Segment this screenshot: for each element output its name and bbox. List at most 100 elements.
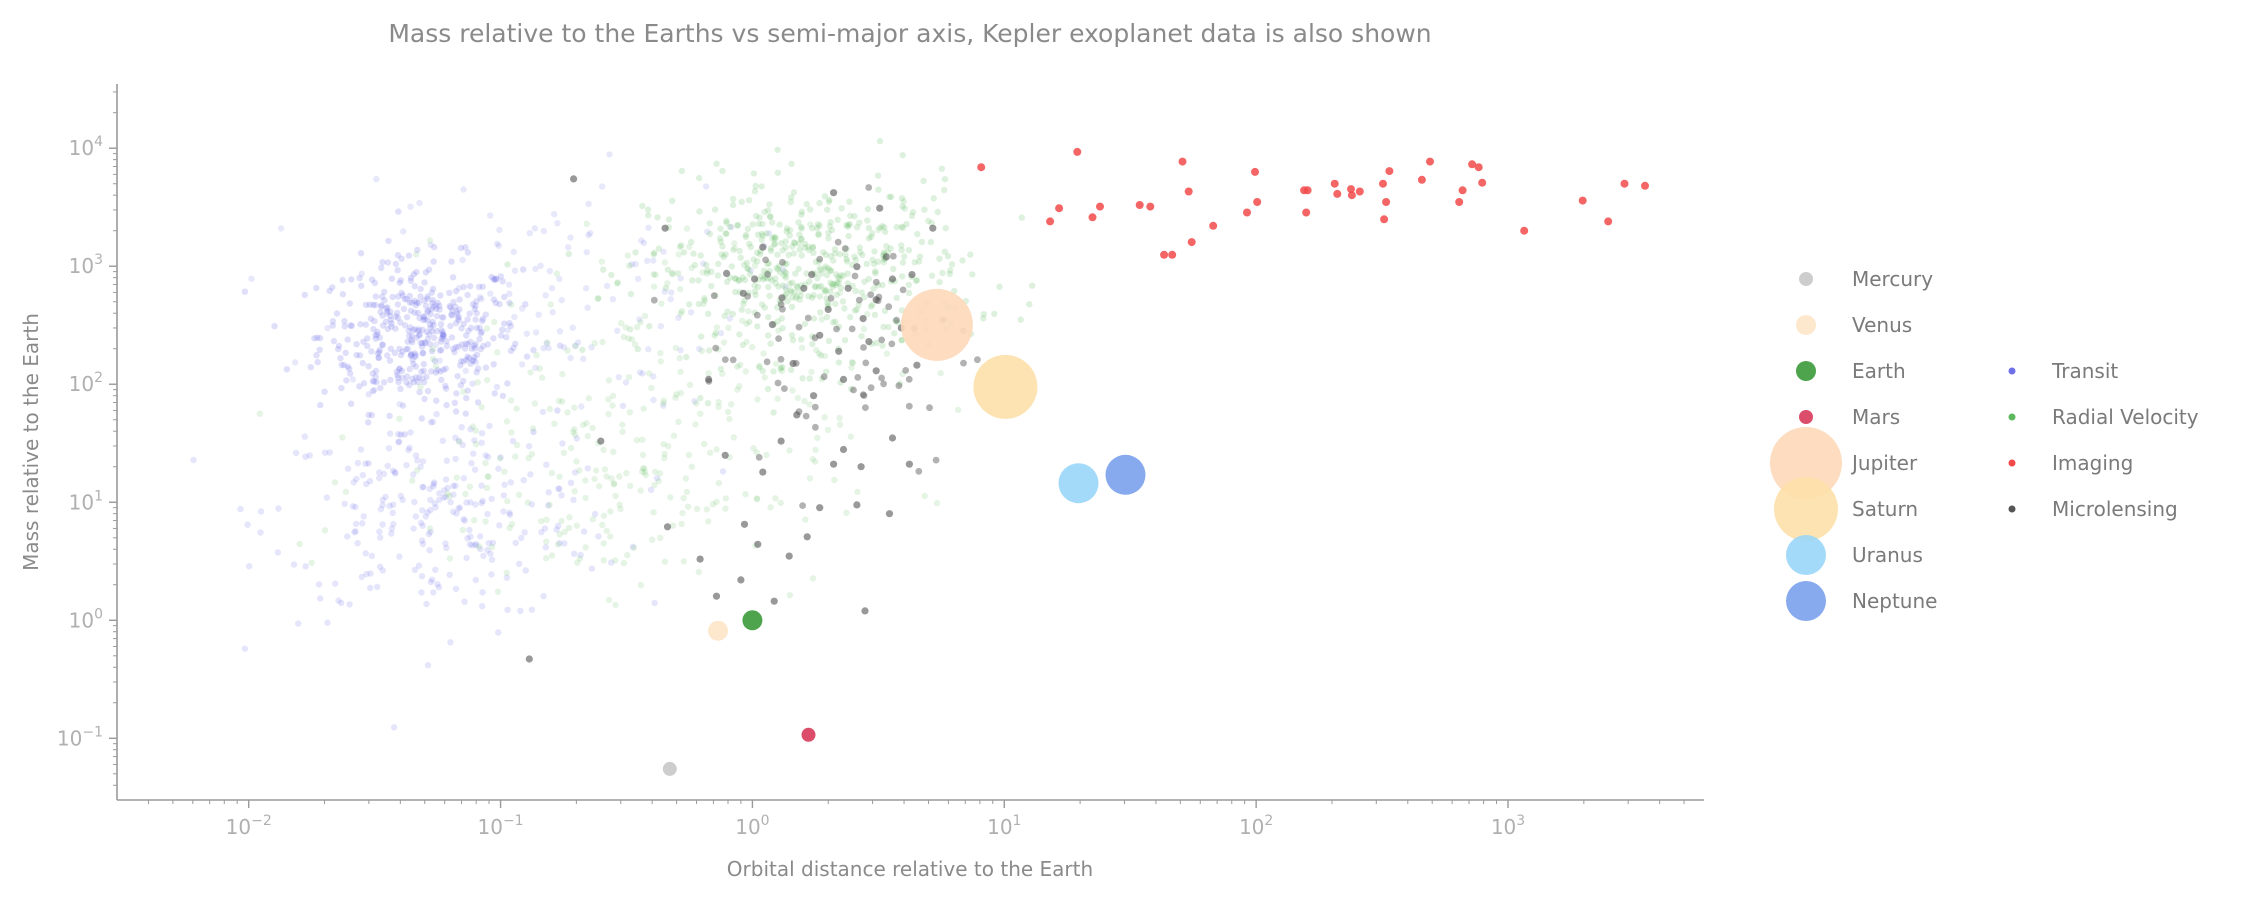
exoplanet-point-transit	[614, 327, 621, 334]
exoplanet-point-transit	[452, 482, 459, 489]
exoplanet-point-transit	[556, 342, 564, 349]
exoplanet-point-transit	[428, 368, 435, 375]
exoplanet-point-microlensing	[859, 315, 867, 323]
y-axis-label: Mass relative to the Earth	[19, 313, 43, 571]
exoplanet-point-radial-velocity	[625, 374, 633, 381]
exoplanet-point-radial-velocity	[529, 425, 537, 432]
exoplanet-point-transit	[484, 341, 492, 348]
exoplanet-point-transit	[396, 366, 403, 373]
exoplanet-point-transit	[580, 355, 587, 362]
exoplanet-point-radial-velocity	[704, 400, 712, 407]
exoplanet-point-radial-velocity	[885, 323, 892, 331]
exoplanet-point-radial-velocity	[533, 351, 540, 359]
exoplanet-point-transit	[394, 309, 401, 317]
exoplanet-point-transit	[375, 354, 382, 362]
exoplanet-point-microlensing	[888, 275, 897, 283]
exoplanet-point-transit	[376, 563, 384, 570]
exoplanet-point-transit	[379, 312, 386, 319]
exoplanet-point-transit	[360, 380, 368, 387]
exoplanet-point-transit	[432, 566, 439, 573]
exoplanet-point-transit	[370, 378, 378, 385]
exoplanet-point-radial-velocity	[787, 288, 795, 296]
exoplanet-point-radial-velocity	[753, 449, 760, 456]
exoplanet-point-radial-velocity	[751, 288, 759, 295]
exoplanet-point-transit	[369, 370, 376, 377]
exoplanet-point-transit	[452, 320, 460, 327]
exoplanet-point-transit	[339, 291, 347, 298]
exoplanet-point-transit	[388, 323, 395, 330]
exoplanet-point-transit	[507, 347, 515, 354]
exoplanet-point-transit	[464, 249, 472, 256]
exoplanet-point-transit	[424, 662, 432, 669]
exoplanet-point-radial-velocity	[809, 340, 816, 348]
exoplanet-point-transit	[397, 492, 405, 500]
exoplanet-point-transit	[479, 283, 486, 290]
exoplanet-point-transit	[451, 348, 458, 356]
exoplanet-point-transit	[407, 429, 414, 436]
exoplanet-point-radial-velocity	[875, 186, 882, 193]
exoplanet-point-transit	[396, 345, 403, 353]
exoplanet-point-transit	[454, 373, 461, 380]
exoplanet-point-radial-velocity	[796, 296, 803, 303]
exoplanet-point-radial-velocity	[858, 333, 865, 340]
exoplanet-point-radial-velocity	[812, 458, 819, 465]
exoplanet-point-radial-velocity	[816, 293, 824, 300]
exoplanet-point-transit	[487, 212, 494, 219]
exoplanet-point-radial-velocity	[583, 420, 590, 427]
exoplanet-point-radial-velocity	[959, 257, 966, 264]
exoplanet-point-radial-velocity	[772, 280, 779, 287]
exoplanet-point-microlensing	[888, 434, 897, 442]
exoplanet-point-radial-velocity	[661, 450, 668, 458]
exoplanet-point-transit	[357, 321, 364, 328]
exoplanet-point-transit	[432, 369, 440, 376]
exoplanet-point-transit	[497, 332, 505, 339]
exoplanet-point-microlensing	[754, 540, 762, 548]
exoplanet-point-transit	[421, 316, 429, 323]
exoplanet-point-transit	[458, 325, 465, 332]
exoplanet-point-radial-velocity	[508, 521, 516, 528]
exoplanet-point-transit	[425, 530, 433, 538]
exoplanet-point-transit	[401, 295, 408, 303]
exoplanet-point-transit	[511, 267, 519, 274]
exoplanet-point-transit	[558, 492, 565, 499]
exoplanet-point-radial-velocity	[719, 167, 726, 175]
exoplanet-point-transit	[509, 437, 517, 445]
exoplanet-point-microlensing	[764, 271, 772, 278]
exoplanet-point-radial-velocity	[778, 315, 785, 322]
exoplanet-point-radial-velocity	[888, 193, 895, 200]
exoplanet-point-radial-velocity	[491, 318, 498, 326]
exoplanet-point-radial-velocity	[634, 345, 642, 353]
exoplanet-point-transit	[528, 606, 536, 613]
exoplanet-point-transit	[484, 547, 491, 554]
exoplanet-point-radial-velocity	[564, 347, 571, 354]
exoplanet-point-transit	[387, 376, 394, 384]
exoplanet-point-transit	[472, 302, 479, 310]
exoplanet-point-radial-velocity	[504, 498, 511, 505]
exoplanet-point-transit	[454, 315, 462, 322]
exoplanet-point-transit	[462, 367, 469, 375]
exoplanet-point-radial-velocity	[851, 212, 858, 220]
exoplanet-point-microlensing	[816, 504, 824, 512]
exoplanet-point-radial-velocity	[730, 195, 737, 203]
exoplanet-point-transit	[365, 411, 372, 419]
exoplanet-point-radial-velocity	[738, 198, 745, 206]
exoplanet-point-transit	[432, 302, 439, 309]
exoplanet-point-radial-velocity	[774, 169, 782, 176]
exoplanet-point-transit	[452, 344, 460, 351]
exoplanet-point-microlensing	[810, 392, 818, 400]
exoplanet-point-radial-velocity	[743, 338, 750, 346]
exoplanet-point-radial-velocity	[639, 451, 647, 459]
exoplanet-point-transit	[460, 186, 467, 193]
exoplanet-point-transit	[376, 334, 383, 341]
exoplanet-point-radial-velocity	[870, 285, 877, 292]
exoplanet-point-radial-velocity	[853, 224, 861, 231]
exoplanet-point-radial-velocity	[787, 198, 795, 206]
exoplanet-point-radial-velocity	[749, 221, 756, 228]
exoplanet-point-transit	[372, 373, 379, 380]
exoplanet-point-radial-velocity	[652, 468, 659, 475]
exoplanet-point-transit	[341, 323, 348, 330]
exoplanet-point-radial-velocity	[826, 223, 834, 230]
exoplanet-point-transit	[510, 248, 517, 255]
exoplanet-point-radial-velocity	[852, 256, 860, 264]
exoplanet-point-radial-velocity	[786, 280, 794, 287]
